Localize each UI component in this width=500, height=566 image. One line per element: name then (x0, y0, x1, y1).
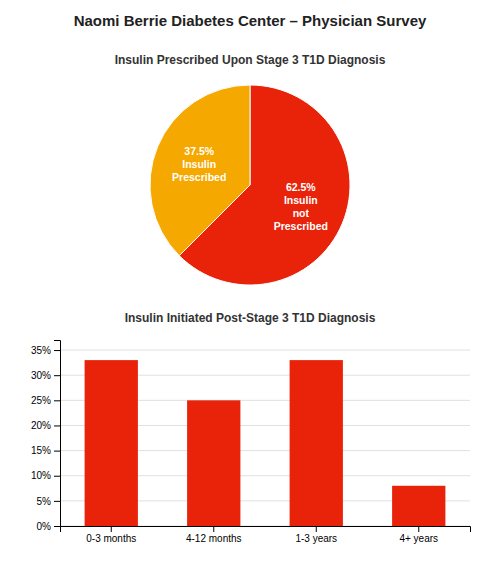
tick-label: 30% (31, 370, 51, 381)
plot-area: 0% 5% 10% 15% 20% 25% 30% 35% 0-3 months 4-12 mon… (31, 341, 471, 545)
pie: 62.5%InsulinnotPrescribed37.5%InsulinPre… (150, 85, 350, 285)
tick-mark (54, 476, 60, 477)
tick-label: 35% (31, 345, 51, 356)
tick-mark (213, 526, 214, 532)
data-label: 62.5% (286, 181, 316, 193)
grid (60, 350, 470, 526)
tick-label: 4-12 months (186, 533, 242, 544)
slice-label: 37.5%InsulinPrescribed (172, 145, 226, 183)
tick: 5% (37, 496, 60, 507)
bar (392, 486, 445, 526)
pie-slice (150, 85, 250, 256)
tick-label: 0% (37, 521, 52, 532)
bar (187, 400, 240, 526)
bar (85, 360, 138, 526)
tick-mark (316, 526, 317, 532)
tick-mark (418, 526, 419, 532)
tick-label: 10% (31, 470, 51, 481)
tick-label: 20% (31, 420, 51, 431)
tick-label: 5% (37, 496, 52, 507)
tick-mark (54, 350, 60, 351)
tick-label: 4+ years (399, 533, 438, 544)
label-line: not (293, 207, 310, 219)
tick: 0% (37, 521, 60, 532)
tick-label: 25% (31, 395, 51, 406)
grid-line (60, 350, 470, 351)
category-label: InsulinPrescribed (172, 158, 226, 183)
label-line: Insulin (182, 158, 216, 170)
tick-mark (54, 526, 60, 527)
tick: 4-12 months (186, 526, 242, 544)
tick-mark (111, 526, 112, 532)
tick: 4+ years (399, 526, 438, 544)
bar-chart: Insulin Initiated Post-Stage 3 T1D Diagn… (31, 311, 471, 544)
tick-label: 1-3 years (295, 533, 337, 544)
axis-line (61, 527, 471, 533)
axis-line (54, 341, 61, 527)
label-line: Prescribed (274, 220, 328, 232)
tick: 20% (31, 420, 60, 431)
tick: 10% (31, 470, 60, 481)
tick: 1-3 years (295, 526, 337, 544)
tick-mark (54, 501, 60, 502)
pie-title: Insulin Prescribed Upon Stage 3 T1D Diag… (115, 53, 386, 67)
label-line: Insulin (284, 194, 318, 206)
tick: 30% (31, 370, 60, 381)
tick-mark (54, 451, 60, 452)
pie-chart: Naomi Berrie Diabetes Center – Physician… (74, 12, 427, 285)
tick: 25% (31, 395, 60, 406)
y-axis: 0% 5% 10% 15% 20% 25% 30% 35% (31, 341, 61, 532)
tick-mark (54, 375, 60, 376)
slice-label: 62.5%InsulinnotPrescribed (274, 181, 328, 232)
bar (290, 360, 343, 526)
category-label: InsulinnotPrescribed (274, 194, 328, 232)
tick-mark (54, 400, 60, 401)
tick: 0-3 months (86, 526, 136, 544)
data-label: 37.5% (184, 145, 214, 157)
bars (85, 360, 446, 526)
label-line: Prescribed (172, 171, 226, 183)
tick-label: 0-3 months (86, 533, 136, 544)
chart-root: Naomi Berrie Diabetes Center – Physician… (0, 0, 500, 566)
main-title: Naomi Berrie Diabetes Center – Physician… (74, 12, 427, 29)
tick-mark (54, 425, 60, 426)
tick-label: 15% (31, 445, 51, 456)
x-axis: 0-3 months 4-12 months 1-3 years 4+ years (61, 526, 471, 544)
tick: 35% (31, 345, 60, 356)
bar-title: Insulin Initiated Post-Stage 3 T1D Diagn… (125, 311, 376, 325)
tick: 15% (31, 445, 60, 456)
